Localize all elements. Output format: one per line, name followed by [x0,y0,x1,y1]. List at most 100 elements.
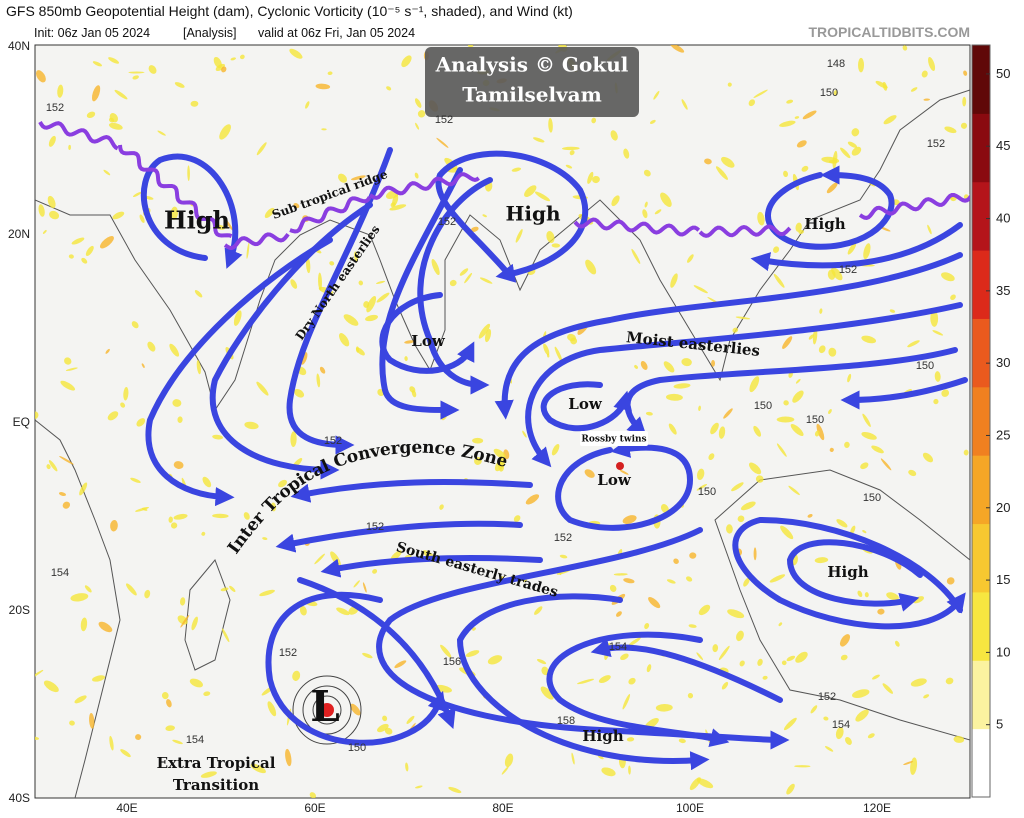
vorticity-blob [314,553,325,565]
vorticity-blob [49,210,60,220]
vorticity-blob [963,449,969,456]
contour-label: 152 [818,691,836,703]
vorticity-blob [801,165,809,172]
vorticity-blob [103,169,111,176]
vorticity-blob [546,353,550,358]
vorticity-blob [895,640,900,647]
vorticity-blob [910,87,918,92]
vorticity-blob [867,733,875,739]
vorticity-blob [401,55,412,68]
contour-label: 148 [827,58,845,70]
vorticity-blob [786,783,795,795]
vorticity-blob [681,99,688,110]
vorticity-blob [366,296,377,313]
vorticity-blob [290,279,298,289]
colorbar-tick-label: 35 [996,283,1010,298]
vorticity-blob [92,61,103,67]
vorticity-blob [315,83,331,90]
vorticity-blob [678,738,686,744]
vorticity-blob [123,387,129,401]
vorticity-blob [749,462,762,475]
vorticity-blob [645,411,653,416]
vorticity-blob [120,749,131,758]
vorticity-blob [723,408,733,419]
colorbar-swatch [972,45,990,114]
vorticity-blob [790,423,804,437]
vorticity-blob [620,653,629,661]
vorticity-blob [327,71,333,76]
vorticity-blob [698,405,701,411]
vorticity-blob [541,666,549,676]
vorticity-blob [405,762,409,772]
vorticity-blob [619,469,629,475]
vorticity-blob [406,715,415,724]
vorticity-blob [319,366,326,374]
vorticity-blob [239,54,245,60]
annotation: High [164,206,230,235]
lat-label: EQ [13,415,30,429]
vorticity-blob [688,624,697,628]
vorticity-blob [643,169,651,177]
vorticity-blob [362,582,367,593]
vorticity-blob [68,144,71,150]
flow-arrow [732,516,966,630]
vorticity-blob [860,462,869,470]
vorticity-blob [814,430,820,437]
vorticity-blob [795,222,802,232]
flow-arrow [275,520,523,553]
vorticity-blob [479,277,493,284]
vorticity-blob [229,585,236,593]
vorticity-blob [660,192,672,207]
vorticity-blob [220,587,229,592]
vorticity-blob [757,211,765,226]
vorticity-blob [735,316,751,320]
vortex-core [616,462,624,470]
vorticity-blob [57,84,64,98]
vorticity-blob [782,336,793,349]
vorticity-blob [862,413,871,427]
colorbar-tick-label: 15 [996,572,1010,587]
vorticity-blob [769,574,786,583]
vorticity-blob [290,431,297,447]
vorticity-blob [377,723,389,733]
vortex-core [320,703,334,717]
flow-arrow [417,177,493,395]
vorticity-blob [336,607,350,616]
subtropical-ridge [38,120,119,151]
vorticity-blob [170,206,179,220]
vorticity-blob [686,576,693,582]
annotation: Low [597,471,632,489]
vorticity-blob [862,530,867,534]
lon-label: 100E [676,801,704,815]
vorticity-blob [474,456,482,465]
vorticity-blob [169,343,180,357]
vorticity-blob [851,146,862,156]
vorticity-blob [244,421,259,430]
vorticity-blob [907,340,920,348]
vorticity-blob [35,736,40,741]
vorticity-blob [99,236,114,249]
colorbar-swatch [972,455,990,525]
vorticity-blob [180,614,190,628]
vorticity-blob [794,765,811,768]
vorticity-blob [808,334,814,340]
vorticity-blob [844,441,850,448]
vorticity-blob [42,229,47,234]
vorticity-blob [748,99,756,107]
vorticity-blob [963,70,968,76]
vorticity-blob [414,172,419,179]
vorticity-blob [779,120,796,127]
vorticity-blob [246,242,250,259]
vorticity-blob [571,752,575,765]
vorticity-blob [858,57,865,73]
vorticity-blob [626,737,635,742]
vorticity-blob [623,148,630,159]
lat-label: 40N [8,39,30,53]
vorticity-blob [128,71,145,74]
vorticity-blob [847,141,858,148]
vorticity-blob [60,380,76,391]
flow-arrow [555,438,694,531]
contour-label: 150 [820,87,838,99]
vorticity-blob [172,399,182,407]
